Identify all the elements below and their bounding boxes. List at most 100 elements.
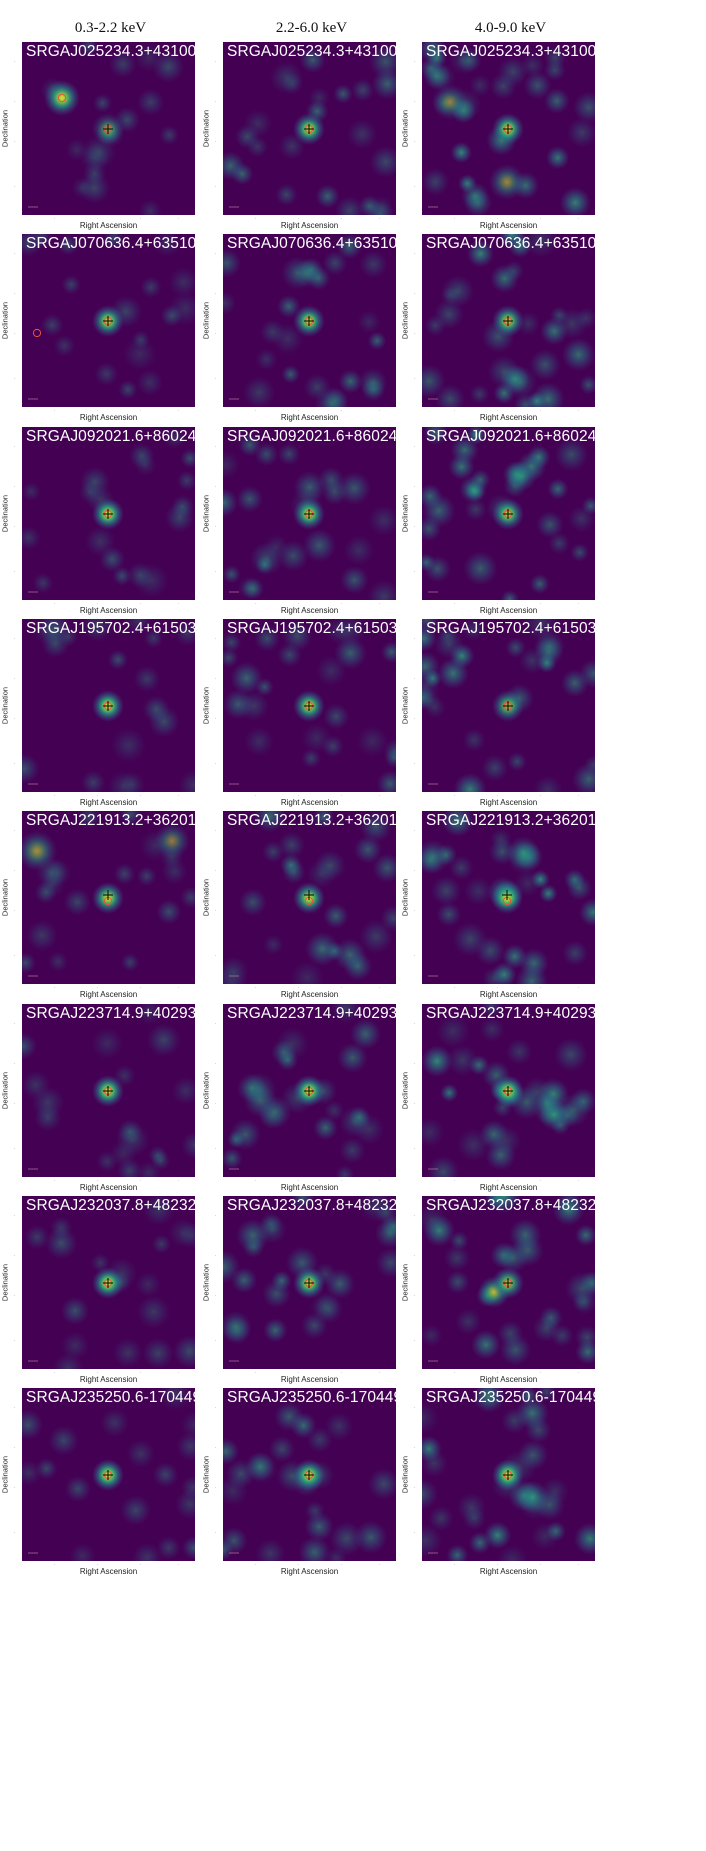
noise-blob — [381, 641, 396, 663]
sky-map — [22, 1388, 195, 1561]
noise-blob — [268, 1435, 296, 1463]
noise-blob — [339, 1137, 366, 1164]
y-tick: · — [215, 907, 217, 913]
x-tick: · — [341, 1370, 343, 1375]
noise-blob — [142, 1196, 176, 1226]
y-tick: · — [215, 868, 217, 874]
noise-blob — [172, 1076, 195, 1105]
x-axis-label: Right Ascension — [479, 1183, 538, 1192]
noise-blob — [277, 1049, 299, 1071]
source-name: SRGAJ092021.6+860249 — [426, 428, 595, 445]
y-tick: · — [14, 1145, 16, 1151]
x-tick: · — [540, 1178, 542, 1183]
x-tick: · — [178, 985, 180, 990]
noise-blob — [442, 275, 474, 307]
x-axis-label: Right Ascension — [280, 1567, 339, 1576]
image-panel: SRGAJ025234.3+431004 — [22, 42, 195, 215]
noise-blob — [34, 1104, 62, 1132]
noise-blob — [182, 1536, 195, 1560]
noise-blob — [140, 276, 162, 298]
noise-blob — [158, 1388, 192, 1411]
x-tick: · — [297, 408, 300, 413]
x-tick: · — [578, 1562, 580, 1567]
image-panel: SRGAJ235250.6-170449 — [223, 1388, 396, 1561]
y-tick: · — [14, 760, 16, 766]
noise-blob — [301, 748, 321, 769]
x-tick: · — [297, 1370, 300, 1375]
noise-blob — [562, 338, 595, 372]
x-tick: · — [540, 216, 542, 221]
y-tick: · — [14, 1253, 16, 1259]
x-tick: · — [578, 985, 580, 990]
noise-blob — [254, 442, 279, 466]
noise-blob — [422, 1478, 438, 1510]
noise-blob — [118, 380, 138, 400]
noise-blob — [316, 655, 347, 686]
x-tick: · — [178, 216, 180, 221]
x-tick: · — [53, 1178, 55, 1183]
image-panel: SRGAJ223714.9+402939 — [223, 1004, 396, 1177]
source-name: SRGAJ235250.6-170449 — [227, 1389, 396, 1406]
noise-blob — [103, 234, 125, 250]
y-tick: · — [414, 1100, 416, 1106]
noise-blob — [22, 481, 41, 501]
noise-blob — [455, 1308, 482, 1335]
x-tick: · — [178, 1178, 180, 1183]
noise-blob — [237, 576, 260, 600]
y-axis-label: Declination — [201, 494, 211, 532]
y-tick: · — [14, 1061, 16, 1067]
noise-blob — [93, 93, 112, 113]
noise-blob — [461, 619, 485, 641]
noise-blob — [53, 335, 76, 357]
image-panel: SRGAJ223714.9+402939 — [422, 1004, 595, 1177]
noise-blob — [527, 445, 551, 469]
x-tick: · — [297, 985, 300, 990]
noise-blob — [94, 362, 118, 386]
noise-blob — [336, 234, 363, 260]
noise-blob — [22, 1033, 37, 1060]
source-name: SRGAJ221913.2+362014 — [26, 812, 195, 829]
x-tick: · — [379, 1562, 381, 1567]
noise-blob — [424, 555, 451, 583]
x-tick: · — [341, 216, 343, 221]
secondary-source — [489, 164, 525, 200]
y-tick: · — [14, 636, 16, 642]
noise-blob — [367, 580, 396, 600]
noise-blob — [242, 1236, 265, 1258]
noise-blob — [579, 898, 595, 927]
y-tick: · — [14, 828, 16, 834]
noise-blob — [534, 637, 564, 667]
x-tick: · — [379, 408, 381, 413]
y-axis-label: Declination — [201, 301, 211, 339]
y-axis-label: Declination — [400, 109, 410, 147]
source-name: SRGAJ232037.8+482329 — [26, 1197, 195, 1214]
noise-blob — [243, 376, 276, 407]
x-tick: · — [178, 1562, 180, 1567]
source-name: SRGAJ092021.6+860249 — [227, 428, 396, 445]
noise-blob — [448, 453, 475, 480]
noise-blob — [137, 1295, 170, 1329]
y-tick: · — [215, 183, 217, 189]
noise-blob — [335, 1165, 355, 1177]
noise-blob — [81, 619, 114, 642]
noise-blob — [422, 1402, 439, 1434]
y-tick: · — [215, 330, 217, 336]
x-axis-label: Right Ascension — [79, 1567, 138, 1576]
source-name: SRGAJ025234.3+431004 — [26, 43, 195, 60]
x-tick: · — [453, 985, 455, 990]
y-tick: · — [215, 1337, 217, 1343]
y-axis-label: Declination — [400, 686, 410, 724]
sky-map — [22, 619, 195, 792]
y-tick: · — [414, 138, 416, 144]
x-tick: · — [96, 1370, 99, 1375]
noise-blob — [61, 275, 81, 295]
sky-map — [22, 1196, 195, 1369]
x-tick: · — [341, 408, 343, 413]
y-tick: · — [414, 676, 416, 682]
noise-blob — [180, 886, 195, 909]
noise-blob — [347, 119, 377, 149]
noise-blob — [359, 919, 393, 954]
noise-blob — [575, 1339, 595, 1365]
noise-blob — [467, 240, 494, 268]
noise-blob — [343, 535, 374, 565]
